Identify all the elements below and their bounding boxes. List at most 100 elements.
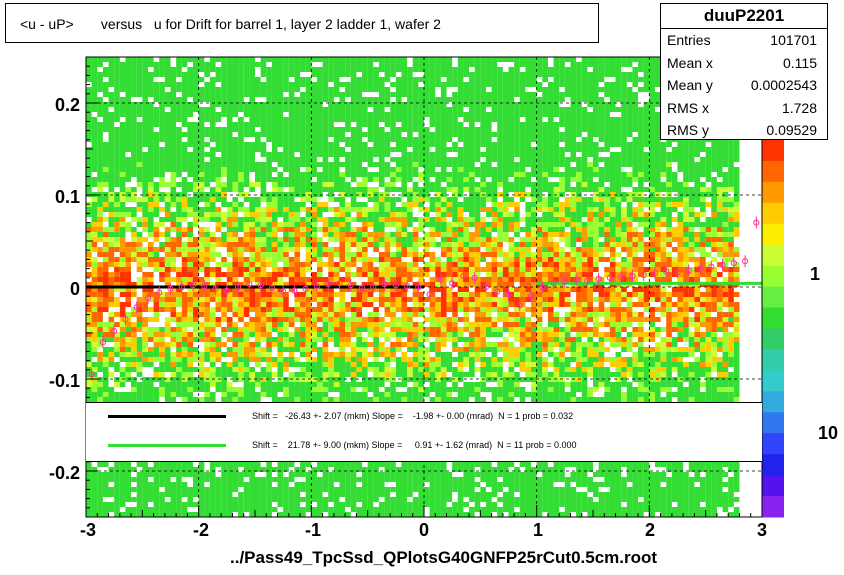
heatmap-cell: [255, 302, 261, 307]
heatmap-cell: [300, 332, 306, 337]
heatmap-cell: [294, 362, 301, 367]
heatmap-cell: [339, 137, 346, 142]
heatmap-cell: [384, 67, 391, 72]
heatmap-cell: [102, 267, 109, 272]
heatmap-cell: [142, 337, 148, 342]
heatmap-cell: [255, 332, 261, 337]
color-scale-bin: [762, 328, 784, 350]
heatmap-cell: [147, 117, 154, 122]
heatmap-cell: [401, 272, 408, 277]
heatmap-cell: [407, 212, 413, 217]
heatmap-cell: [266, 247, 272, 252]
heatmap-cell: [424, 187, 430, 192]
heatmap-cell: [243, 247, 250, 252]
heatmap-cell: [424, 97, 430, 102]
heatmap-cell: [226, 212, 233, 217]
heatmap-cell: [260, 217, 267, 222]
heatmap-cell: [412, 352, 419, 357]
heatmap-cell: [294, 512, 301, 517]
heatmap-cell: [350, 482, 357, 487]
heatmap-cell: [390, 312, 396, 317]
heatmap-cell: [119, 302, 126, 307]
heatmap-cell: [164, 262, 171, 267]
color-scale-bin: [762, 391, 784, 413]
heatmap-cell: [125, 312, 132, 317]
heatmap-cell: [345, 182, 351, 187]
heatmap-cell: [243, 357, 250, 362]
heatmap-cell: [164, 152, 171, 157]
heatmap-cell: [181, 97, 188, 102]
heatmap-cell: [170, 307, 177, 312]
heatmap-cell: [260, 87, 267, 92]
heatmap-cell: [97, 367, 103, 372]
heatmap-cell: [339, 352, 346, 357]
heatmap-cell: [131, 227, 137, 232]
heatmap-cell: [131, 187, 137, 192]
heatmap-cell: [311, 237, 317, 242]
heatmap-cell: [288, 397, 295, 402]
heatmap-cell: [243, 347, 250, 352]
heatmap-cell: [288, 237, 295, 242]
heatmap-cell: [176, 152, 182, 157]
heatmap-cell: [283, 82, 289, 87]
heatmap-cell: [114, 167, 120, 172]
heatmap-cell: [102, 282, 109, 287]
heatmap-cell: [407, 337, 413, 342]
heatmap-cell: [333, 292, 340, 297]
heatmap-cell: [412, 367, 419, 372]
heatmap-cell: [204, 127, 210, 132]
heatmap-cell: [147, 57, 154, 62]
heatmap-cell: [153, 477, 160, 482]
heatmap-cell: [333, 127, 340, 132]
heatmap-cell: [305, 237, 312, 242]
heatmap-cell: [260, 162, 267, 167]
heatmap-cell: [401, 507, 408, 512]
heatmap-cell: [119, 337, 126, 342]
heatmap-cell: [170, 127, 177, 132]
heatmap-cell: [412, 287, 419, 292]
heatmap-cell: [328, 262, 334, 267]
heatmap-cell: [226, 127, 233, 132]
heatmap-cell: [164, 342, 171, 347]
heatmap-cell: [232, 367, 239, 372]
heatmap-cell: [429, 197, 436, 202]
heatmap-cell: [395, 62, 402, 67]
heatmap-cell: [283, 182, 289, 187]
heatmap-cell: [226, 387, 233, 392]
heatmap-cell: [102, 252, 109, 257]
heatmap-cell: [322, 87, 329, 92]
heatmap-cell: [266, 112, 272, 117]
heatmap-cell: [429, 222, 436, 227]
heatmap-cell: [119, 512, 126, 517]
heatmap-cell: [424, 267, 430, 272]
color-scale-bin: [762, 286, 784, 309]
heatmap-cell: [288, 332, 295, 337]
heatmap-cell: [131, 157, 137, 162]
heatmap-cell: [176, 502, 182, 507]
heatmap-cell: [238, 352, 244, 357]
heatmap-cell: [215, 262, 222, 267]
heatmap-cell: [300, 322, 306, 327]
heatmap-cell: [311, 232, 317, 237]
heatmap-cell: [271, 122, 278, 127]
heatmap-cell: [215, 157, 222, 162]
heatmap-cell: [412, 192, 419, 197]
heatmap-cell: [395, 67, 402, 72]
heatmap-cell: [159, 157, 165, 162]
heatmap-cell: [97, 122, 103, 127]
heatmap-cell: [232, 242, 239, 247]
heatmap-cell: [249, 392, 255, 397]
heatmap-cell: [395, 222, 402, 227]
heatmap-cell: [339, 277, 346, 282]
heatmap-cell: [102, 227, 109, 232]
heatmap-cell: [390, 467, 396, 472]
heatmap-cell: [142, 252, 148, 257]
heatmap-cell: [390, 232, 396, 237]
heatmap-cell: [86, 112, 92, 117]
heatmap-cell: [193, 292, 199, 297]
heatmap-cell: [97, 167, 103, 172]
heatmap-cell: [311, 482, 317, 487]
heatmap-cell: [147, 397, 154, 402]
heatmap-cell: [345, 82, 351, 87]
heatmap-cell: [412, 127, 419, 132]
